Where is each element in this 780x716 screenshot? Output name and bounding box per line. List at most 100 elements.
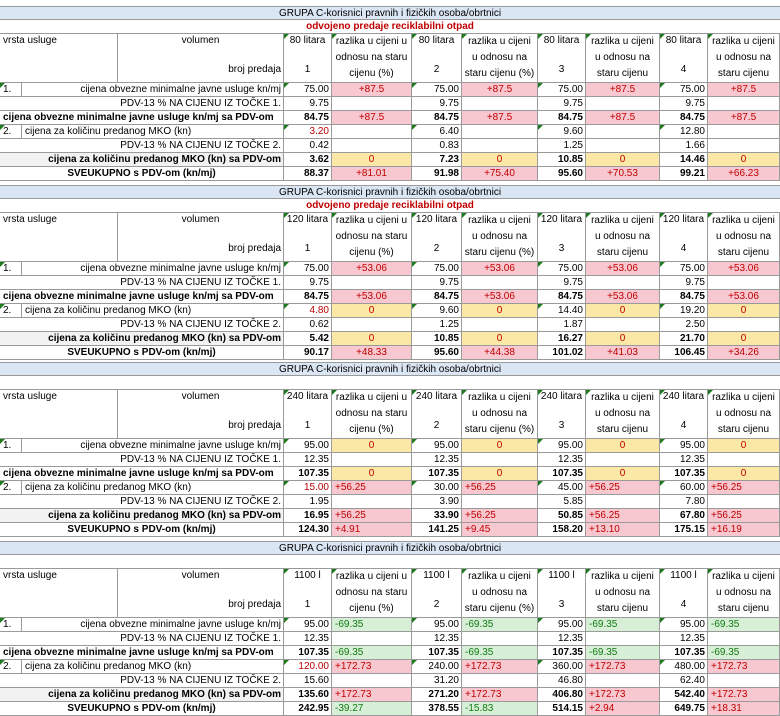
difference-cell-empty (462, 139, 538, 153)
value-cell: 6.40 (412, 125, 462, 139)
volume-header: 1100 l 4 (660, 569, 708, 618)
value-cell: 16.27 (538, 332, 586, 346)
broj-predaja-value: 3 (558, 420, 565, 431)
value-cell: 95.00 (412, 439, 462, 453)
value-cell: 21.70 (660, 332, 708, 346)
difference-cell: +56.25 (332, 481, 412, 495)
value-cell: 14.40 (538, 304, 586, 318)
difference-cell: +87.5 (586, 83, 660, 97)
value-cell: 3.62 (284, 153, 332, 167)
value-cell: 84.75 (660, 111, 708, 125)
difference-cell-empty (586, 453, 660, 467)
comment-marker-icon (538, 439, 543, 444)
difference-cell: +53.06 (462, 262, 538, 276)
difference-cell: +41.03 (586, 346, 660, 360)
difference-cell: +172.73 (462, 688, 538, 702)
value-cell: 1.95 (284, 495, 332, 509)
difference-cell: 0 (332, 467, 412, 481)
difference-cell: +18.31 (708, 702, 780, 716)
row-label: PDV-13 % NA CIJENU IZ TOČKE 2. (0, 674, 284, 688)
volumen-label: volumen (181, 391, 220, 402)
difference-cell-empty (708, 453, 780, 467)
comment-marker-icon (284, 660, 289, 665)
difference-cell-empty (586, 318, 660, 332)
value-cell: 75.00 (284, 262, 332, 276)
difference-cell: -69.35 (462, 618, 538, 632)
comment-marker-icon (412, 83, 417, 88)
volume-label: 120 litara (662, 214, 705, 225)
broj-predaja-value: 2 (433, 243, 440, 254)
difference-cell-empty (586, 495, 660, 509)
difference-cell-empty (708, 495, 780, 509)
row-label: cijena za količinu predanog MKO (kn) (22, 304, 284, 318)
row-label: cijena obvezne minimalne javne usluge kn… (22, 439, 284, 453)
difference-cell: +87.5 (708, 83, 780, 97)
comment-marker-icon (462, 569, 467, 574)
header-row: vrsta usluge volumen broj predaja 240 litar… (0, 390, 780, 439)
value-cell: 107.35 (284, 467, 332, 481)
razlika-header: razlika u cijeni u odnosu na staru cijen… (462, 213, 538, 262)
value-cell: 107.35 (412, 646, 462, 660)
difference-cell (586, 125, 660, 139)
row-label: cijena za količinu predanog MKO (kn) sa … (0, 153, 284, 167)
section-subtitle: odvojeno predaje reciklabilni otpad (0, 20, 780, 34)
comment-marker-icon (538, 618, 543, 623)
value-cell: 9.60 (412, 304, 462, 318)
difference-cell: +16.19 (708, 523, 780, 537)
volume-header: 80 litara 3 (538, 34, 586, 83)
difference-cell: 0 (332, 153, 412, 167)
row-number: 2. (0, 125, 22, 139)
volume-label: 80 litara (543, 35, 580, 46)
row-label: PDV-13 % NA CIJENU IZ TOČKE 1. (0, 97, 284, 111)
value-cell: 1.25 (412, 318, 462, 332)
value-cell: 124.30 (284, 523, 332, 537)
row-label: cijena obvezne minimalne javne usluge kn… (0, 467, 284, 481)
volume-header: 120 litara 2 (412, 213, 462, 262)
comment-marker-icon (332, 569, 337, 574)
difference-cell-empty (462, 674, 538, 688)
broj-predaja-value: 1 (304, 599, 311, 610)
razlika-header: razlika u cijeni u odnosu na staru cijen… (332, 34, 412, 83)
value-cell: 107.35 (284, 646, 332, 660)
value-cell: 95.60 (538, 167, 586, 181)
value-cell: 75.00 (660, 83, 708, 97)
value-cell: 12.80 (660, 125, 708, 139)
comment-marker-icon (284, 125, 289, 130)
row-label: cijena za količinu predanog MKO (kn) sa … (0, 332, 284, 346)
volume-label: 240 litara (415, 391, 458, 402)
difference-cell: +34.26 (708, 346, 780, 360)
volumen-label: volumen (181, 570, 220, 581)
header-vrsta-usluge: vrsta usluge (0, 34, 118, 83)
value-cell: 175.15 (660, 523, 708, 537)
value-cell: 95.00 (284, 618, 332, 632)
row-label: cijena obvezne minimalne javne usluge kn… (22, 618, 284, 632)
comment-marker-icon (538, 660, 543, 665)
data-row-r7: SVEUKUPNO s PDV-om (kn/mj) 88.37 +81.01 91.… (0, 167, 780, 181)
value-cell: 19.20 (660, 304, 708, 318)
difference-cell: +53.06 (332, 290, 412, 304)
data-row-r7: SVEUKUPNO s PDV-om (kn/mj) 90.17 +48.33 95.… (0, 346, 780, 360)
value-cell: 95.00 (412, 618, 462, 632)
comment-marker-icon (284, 569, 289, 574)
value-cell: 107.35 (538, 467, 586, 481)
razlika-header: razlika u cijeni u odnosu na staru cijen… (708, 34, 780, 83)
difference-cell: +172.73 (586, 660, 660, 674)
value-cell: 9.75 (660, 276, 708, 290)
comment-marker-icon (412, 390, 417, 395)
value-cell: 271.20 (412, 688, 462, 702)
difference-cell: +172.73 (708, 660, 780, 674)
comment-marker-icon (284, 34, 289, 39)
row-label: cijena obvezne minimalne javne usluge kn… (0, 290, 284, 304)
volume-header: 1100 l 2 (412, 569, 462, 618)
row-label: cijena za količinu predanog MKO (kn) (22, 660, 284, 674)
difference-cell-empty (332, 632, 412, 646)
volume-header: 80 litara 2 (412, 34, 462, 83)
data-row-r4: 2. cijena za količinu predanog MKO (kn) 4.… (0, 304, 780, 318)
value-cell: 9.75 (660, 97, 708, 111)
difference-cell-empty (586, 276, 660, 290)
value-cell: 95.00 (660, 439, 708, 453)
volume-label: 1100 l (548, 570, 575, 581)
volume-header: 240 litara 4 (660, 390, 708, 439)
data-row-r5: PDV-13 % NA CIJENU IZ TOČKE 2. 0.62 1.25 1.… (0, 318, 780, 332)
comment-marker-icon (412, 304, 417, 309)
